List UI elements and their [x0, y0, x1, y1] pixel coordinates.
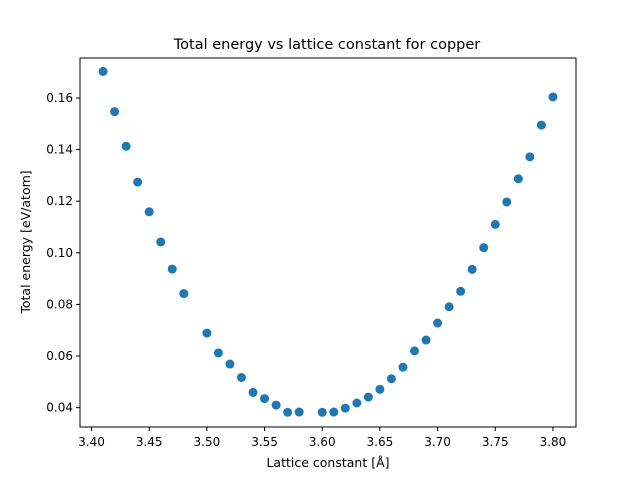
data-point — [271, 400, 281, 410]
data-point — [340, 403, 350, 413]
y-tick-label: 0.16 — [46, 91, 73, 105]
x-tick-label: 3.45 — [136, 435, 163, 449]
data-point — [490, 219, 500, 229]
data-point — [467, 264, 477, 274]
data-series — [98, 66, 558, 417]
data-point — [513, 174, 523, 184]
data-point — [179, 289, 189, 299]
data-point — [502, 197, 512, 207]
data-point — [260, 394, 270, 404]
data-point — [456, 286, 466, 296]
data-point — [433, 318, 443, 328]
data-point — [294, 407, 304, 417]
y-tick-label: 0.04 — [46, 401, 73, 415]
x-tick-label: 3.80 — [540, 435, 567, 449]
data-point — [548, 92, 558, 102]
data-point — [110, 107, 120, 117]
x-tick-label: 3.70 — [424, 435, 451, 449]
plot-area — [79, 57, 577, 428]
data-point — [144, 207, 154, 217]
data-point — [386, 374, 396, 384]
data-point — [444, 302, 454, 312]
data-point — [156, 237, 166, 247]
data-point — [363, 392, 373, 402]
data-point — [479, 243, 489, 253]
x-tick-label: 3.50 — [194, 435, 221, 449]
data-point — [398, 362, 408, 372]
data-point — [133, 177, 143, 187]
data-point — [283, 407, 293, 417]
x-tick-label: 3.55 — [251, 435, 278, 449]
x-tick-label: 3.65 — [367, 435, 394, 449]
y-axis: 0.04 0.06 0.08 0.10 0.12 0.14 0.16 — [46, 91, 80, 415]
data-point — [202, 328, 212, 338]
data-point — [317, 407, 327, 417]
x-axis: 3.40 3.45 3.50 3.55 3.60 3.65 3.70 3.75 3.80 — [78, 427, 566, 449]
data-point — [213, 348, 223, 358]
data-point — [248, 387, 258, 397]
data-point — [167, 264, 177, 274]
y-tick-label: 0.08 — [46, 297, 73, 311]
x-axis-label: Lattice constant [Å] — [266, 455, 389, 470]
data-point — [98, 66, 108, 76]
data-point — [352, 398, 362, 408]
x-tick-label: 3.40 — [78, 435, 105, 449]
data-point — [410, 346, 420, 356]
data-point — [225, 359, 235, 369]
data-point — [375, 384, 385, 394]
data-point — [421, 335, 431, 345]
y-tick-label: 0.12 — [46, 194, 73, 208]
y-tick-label: 0.10 — [46, 246, 73, 260]
x-tick-label: 3.75 — [482, 435, 509, 449]
chart-title: Total energy vs lattice constant for cop… — [173, 37, 481, 53]
data-point — [329, 407, 339, 417]
y-axis-label: Total energy [eV/atom] — [18, 170, 33, 314]
y-tick-label: 0.06 — [46, 349, 73, 363]
data-point — [121, 141, 131, 151]
y-tick-label: 0.14 — [46, 143, 73, 157]
plot-frame — [79, 57, 577, 428]
x-tick-label: 3.60 — [309, 435, 336, 449]
data-point — [536, 120, 546, 130]
data-point — [236, 372, 246, 382]
data-point — [525, 152, 535, 162]
